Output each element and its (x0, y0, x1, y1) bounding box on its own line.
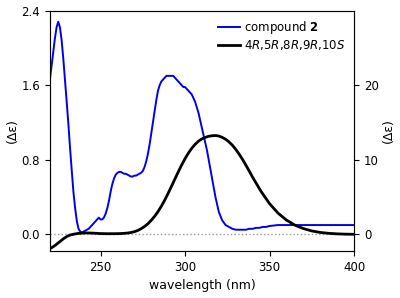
Y-axis label: (Δε): (Δε) (6, 118, 18, 143)
Y-axis label: (Δε): (Δε) (382, 118, 394, 143)
Legend: compound $\mathbf{2}$, 4$R$,5$R$,8$R$,9$R$,10$S$: compound $\mathbf{2}$, 4$R$,5$R$,8$R$,9$… (216, 16, 348, 55)
X-axis label: wavelength (nm): wavelength (nm) (148, 280, 255, 292)
